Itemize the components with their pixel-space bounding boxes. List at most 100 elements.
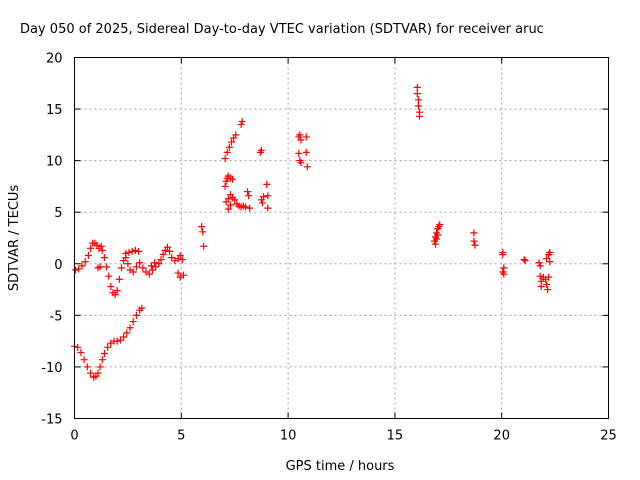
data-point-marker xyxy=(257,146,265,154)
data-point-marker xyxy=(471,241,479,249)
grid-lines xyxy=(74,57,609,419)
data-point-marker xyxy=(94,369,102,377)
data-point-marker xyxy=(100,254,108,262)
data-point-marker xyxy=(104,343,112,351)
data-point-marker xyxy=(224,205,232,213)
data-point-marker xyxy=(176,273,184,281)
y-tick-label: 15 xyxy=(46,103,63,118)
data-point-marker xyxy=(224,195,232,203)
data-point-marker xyxy=(264,204,272,212)
y-axis-label: SDTVAR / TECUs xyxy=(7,185,22,292)
data-point-marker xyxy=(129,318,137,326)
data-point-marker xyxy=(500,270,508,278)
data-point-marker xyxy=(138,304,146,312)
data-point-marker xyxy=(125,248,133,256)
data-point-marker xyxy=(536,272,544,280)
x-tick-label: 25 xyxy=(600,429,617,444)
y-tick-label: -5 xyxy=(50,309,63,324)
data-point-marker xyxy=(98,246,106,254)
data-point-marker xyxy=(113,337,121,345)
data-point-marker xyxy=(198,223,206,231)
data-point-marker xyxy=(221,182,229,190)
data-point-marker xyxy=(223,148,231,156)
data-point-marker xyxy=(536,262,544,270)
data-point-marker xyxy=(176,252,184,260)
data-point-marker xyxy=(174,269,182,277)
x-axis-label: GPS time / hours xyxy=(286,459,395,474)
data-point-marker xyxy=(543,280,551,288)
data-point-marker xyxy=(295,149,303,157)
data-point-marker xyxy=(116,336,124,344)
x-tick-label: 5 xyxy=(177,429,185,444)
data-point-marker xyxy=(415,112,423,120)
data-point-marker xyxy=(433,235,441,243)
data-point-marker xyxy=(521,257,529,265)
data-point-marker xyxy=(97,242,105,250)
data-point-marker xyxy=(139,264,147,272)
y-tick-label: 5 xyxy=(54,206,62,221)
data-point-marker xyxy=(151,259,159,267)
data-point-marker xyxy=(129,268,137,276)
data-point-marker xyxy=(245,192,253,200)
data-point-marker xyxy=(544,286,552,294)
data-point-marker xyxy=(200,242,208,250)
data-point-marker xyxy=(260,193,268,201)
x-tick-label: 15 xyxy=(387,429,404,444)
data-point-marker xyxy=(155,260,163,268)
data-point-marker xyxy=(178,256,186,264)
chart-title: Day 050 of 2025, Sidereal Day-to-day VTE… xyxy=(20,22,544,37)
x-tick-label: 0 xyxy=(70,429,78,444)
data-point-marker xyxy=(199,228,207,236)
data-point-marker xyxy=(128,247,136,255)
data-point-marker xyxy=(297,136,305,144)
data-point-marker xyxy=(434,231,442,239)
data-point-marker xyxy=(229,175,237,183)
data-point-marker xyxy=(103,263,111,271)
data-point-marker xyxy=(244,188,252,196)
data-point-marker xyxy=(546,248,554,256)
data-point-marker xyxy=(136,259,144,267)
plot-frame xyxy=(74,57,609,419)
data-point-marker xyxy=(546,258,554,266)
data-point-marker xyxy=(132,311,140,319)
data-point-marker xyxy=(135,247,143,255)
data-point-marker xyxy=(413,83,421,91)
data-point-marker xyxy=(414,102,422,110)
data-point-marker xyxy=(303,163,311,171)
y-tick-label: -15 xyxy=(41,413,62,428)
data-point-marker xyxy=(96,263,104,271)
data-point-marker xyxy=(132,263,140,271)
data-point-marker xyxy=(225,143,233,151)
data-point-marker xyxy=(96,363,104,371)
data-point-marker xyxy=(75,265,83,273)
data-point-marker xyxy=(84,252,92,260)
y-tick-label: -10 xyxy=(41,361,62,376)
data-point-marker xyxy=(264,192,272,200)
data-point-marker xyxy=(537,282,545,290)
data-point-marker xyxy=(499,251,507,259)
data-points xyxy=(71,83,554,381)
data-point-marker xyxy=(302,133,310,141)
data-point-marker xyxy=(168,254,176,262)
data-point-marker xyxy=(148,266,156,274)
data-point-marker xyxy=(237,121,245,129)
data-point-marker xyxy=(122,249,130,257)
data-point-marker xyxy=(231,196,239,204)
data-point-marker xyxy=(232,131,240,139)
y-tick-label: 10 xyxy=(46,155,63,170)
data-point-marker xyxy=(113,287,121,295)
data-point-marker xyxy=(227,138,235,146)
data-point-marker xyxy=(241,203,249,211)
data-point-marker xyxy=(297,159,305,167)
data-point-marker xyxy=(431,240,439,248)
data-point-marker xyxy=(78,262,86,270)
data-point-marker xyxy=(543,255,551,263)
data-point-marker xyxy=(145,270,153,278)
data-point-marker xyxy=(111,291,119,299)
data-point-marker xyxy=(226,201,234,209)
x-tick-label: 20 xyxy=(493,429,510,444)
data-point-marker xyxy=(87,244,95,252)
data-point-marker xyxy=(83,363,91,371)
data-point-marker xyxy=(246,204,254,212)
